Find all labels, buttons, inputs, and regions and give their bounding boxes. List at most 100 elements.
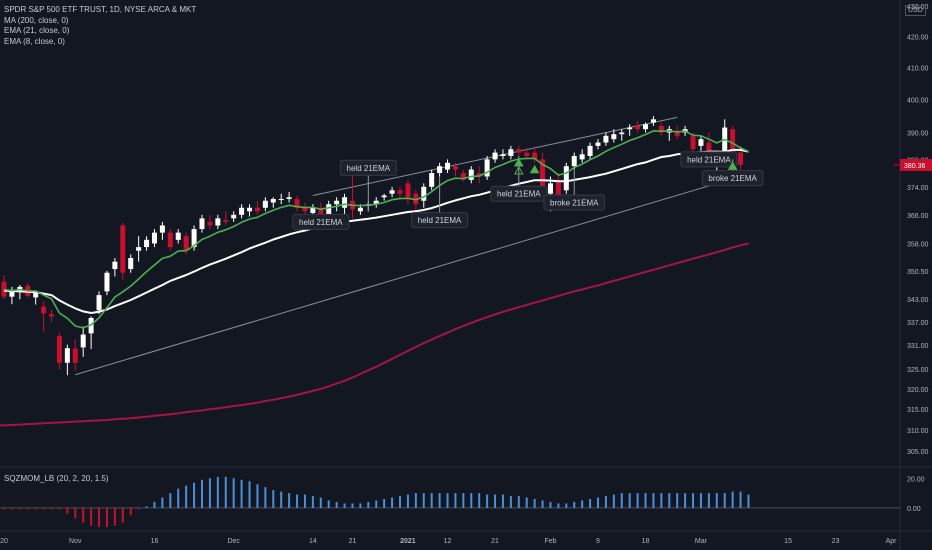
candle-body	[56, 336, 62, 363]
candle-body	[9, 291, 15, 297]
candle-body	[270, 198, 276, 203]
candle	[231, 211, 237, 222]
candle	[56, 332, 62, 370]
candle	[516, 145, 522, 156]
candle-body	[175, 232, 181, 240]
price-tick-label: 358.00	[907, 241, 929, 248]
candle	[643, 122, 649, 133]
candle-body	[223, 220, 229, 222]
candle-body	[706, 142, 712, 153]
candle-body	[128, 258, 134, 270]
candle-body	[389, 190, 395, 194]
candle	[476, 166, 482, 184]
candle	[532, 145, 538, 163]
momentum-axis: 0.00 20.00	[907, 476, 925, 513]
candle-body	[286, 197, 292, 199]
annotation-box	[680, 151, 738, 168]
ema-lines	[3, 130, 749, 329]
time-tick-label: 21	[349, 538, 357, 545]
price-tick-label: 350.50	[907, 269, 929, 276]
candle-body	[611, 134, 617, 140]
candle	[41, 301, 47, 332]
candle	[437, 162, 443, 177]
candle-body	[547, 183, 553, 194]
candle-body	[41, 306, 47, 314]
annotation-label: broke 21EMA	[550, 198, 599, 207]
annotation: held 21EMA	[292, 213, 350, 230]
price-tick-label: 315.00	[907, 407, 929, 414]
price-tick-label: 374.00	[907, 185, 929, 192]
candle	[429, 169, 435, 191]
candle-body	[571, 155, 577, 167]
annotation-label: broke 21EMA	[708, 174, 757, 183]
last-price-box	[900, 158, 932, 171]
candle	[658, 122, 664, 136]
trend-channel	[75, 116, 741, 376]
candle-body	[429, 173, 435, 187]
candle	[603, 132, 609, 146]
candle	[239, 204, 245, 219]
candle-body	[603, 135, 609, 143]
candle	[247, 204, 253, 217]
buy-signal-triangle-outline	[513, 165, 524, 175]
candle-body	[508, 149, 514, 156]
candle-body	[159, 225, 165, 233]
candle	[207, 214, 213, 230]
price-tick-label: 337.00	[907, 320, 929, 327]
candle	[9, 286, 15, 305]
ma200-line	[0, 242, 749, 427]
candle-body	[579, 154, 585, 160]
candle	[294, 195, 300, 212]
annotation: held 21EMA	[339, 159, 397, 212]
candle	[492, 149, 498, 163]
candle	[72, 339, 78, 371]
time-tick-label: Apr	[886, 538, 898, 545]
candle-body	[49, 314, 55, 317]
annotation-box	[490, 185, 548, 202]
last-price-label: 380.36	[894, 158, 932, 171]
candle-body	[302, 207, 308, 212]
candle-body	[247, 207, 253, 212]
candle	[508, 145, 514, 160]
candle	[175, 229, 181, 244]
candle-body	[72, 348, 78, 363]
candle-body	[658, 125, 664, 133]
buy-signal-triangle	[529, 164, 540, 174]
candles	[1, 116, 744, 376]
candle	[151, 229, 157, 248]
candle	[128, 254, 134, 273]
candle-body	[239, 207, 245, 215]
candle	[199, 214, 205, 233]
candle-body	[635, 125, 641, 130]
candle-body	[563, 166, 569, 191]
candle-body	[199, 218, 205, 230]
price-tick-label: 430.00	[907, 4, 929, 11]
candle	[405, 179, 411, 205]
candle-body	[183, 236, 189, 251]
candle-body	[334, 200, 340, 205]
candle	[421, 183, 427, 208]
currency-label: USD	[905, 5, 926, 16]
price-axis[interactable]: 305.00 310.00 315.00 320.00 325.00 331.00 337.…	[907, 4, 929, 456]
candle	[484, 155, 490, 180]
time-tick-label: Feb	[544, 538, 556, 545]
candle-body	[476, 173, 482, 177]
candle-body	[136, 247, 142, 251]
annotation-label: held 21EMA	[687, 155, 731, 164]
candle-body	[254, 207, 260, 212]
candle-body	[151, 232, 157, 244]
candle-body	[468, 169, 474, 180]
time-axis[interactable]: 20 Nov 16 Dec 14 21 2021 12 21 Feb 9 18 Mar 15 23 Apr	[0, 538, 897, 545]
legend-ema8: EMA (8, close, 0)	[4, 36, 65, 46]
candle	[460, 169, 466, 182]
candle	[33, 290, 39, 305]
candle-body	[587, 145, 593, 156]
candle	[159, 221, 165, 240]
candle-body	[104, 272, 110, 292]
candle	[524, 147, 530, 160]
price-tick-label: 410.00	[907, 66, 929, 73]
price-tick-label: 331.00	[907, 343, 929, 350]
annotation-label: held 21EMA	[418, 216, 462, 225]
candle	[1, 275, 7, 300]
